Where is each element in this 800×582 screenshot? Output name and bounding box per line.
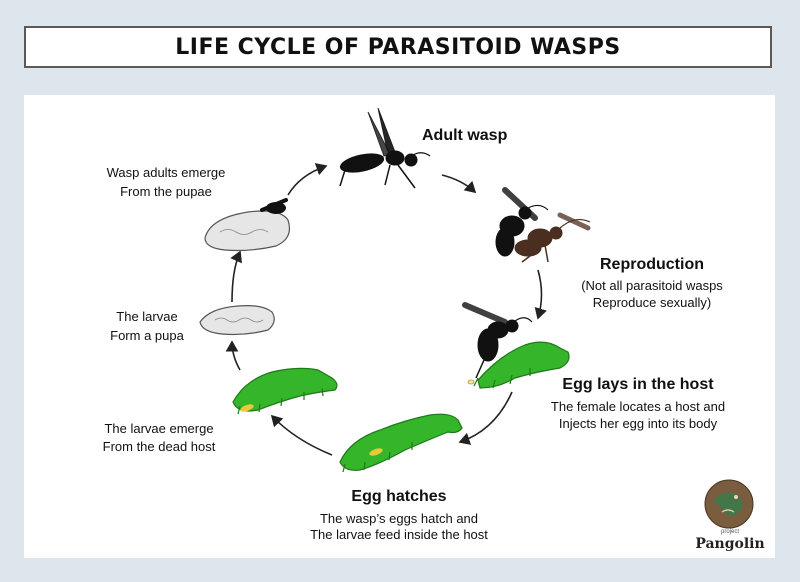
arrow-adult-to-reproduction (441, 174, 477, 194)
arrow-cocoon-to-adult (287, 163, 328, 196)
egg-lays-line-2: Injects her egg into its body (558, 416, 718, 431)
arrow-hatch-to-emerge (270, 414, 333, 456)
emerging-larva-icon (240, 404, 254, 412)
egg-lays-line-1: The female locates a host and (550, 399, 726, 414)
arrow-egg-lay-to-hatch (458, 391, 513, 445)
larva-egg-icon (369, 448, 383, 456)
cocoon-emerging-wasp-icon (204, 198, 291, 252)
adult-wasp-icon (339, 107, 431, 189)
mating-wasps-icon (495, 187, 591, 263)
arrow-pupa-to-cocoon (230, 250, 242, 303)
reproduction-line-2: Reproduce sexually) (592, 295, 712, 310)
reproduction-line-1: (Not all parasitoid wasps (581, 278, 723, 293)
emerging-caterpillar-icon (232, 367, 338, 415)
egg-hatches-line-1: The wasp’s eggs hatch and (319, 511, 479, 526)
title-box: LIFE CYCLE OF PARASITOID WASPS (24, 26, 772, 68)
pupa-line-1: The larvae (116, 309, 178, 324)
pupa-icon (199, 305, 275, 336)
larvae-emerge-line-2: From the dead host (102, 439, 216, 454)
arrow-reproduction-to-egg-lay (534, 269, 547, 320)
diagram-panel (24, 95, 775, 558)
page-title: LIFE CYCLE OF PARASITOID WASPS (175, 34, 621, 60)
larvae-emerge-line-1: The larvae emerge (104, 421, 214, 436)
host-caterpillar-icon-right (467, 341, 570, 389)
hatching-caterpillar-icon (339, 413, 463, 473)
pupa-line-2: Form a pupa (110, 328, 184, 343)
emerge-line-2: From the pupae (120, 184, 212, 199)
pangolin-logo-icon (704, 479, 754, 529)
adult-wasp-heading: Adult wasp (422, 127, 508, 144)
egg-laying-wasp-icon (462, 302, 533, 379)
reproduction-heading: Reproduction (600, 256, 704, 273)
brand-name: Pangolin (695, 536, 765, 552)
cycle-arrows (225, 163, 547, 456)
egg-hatches-line-2: The larvae feed inside the host (310, 527, 488, 542)
brand-tagline: project (720, 529, 739, 535)
egg-hatches-heading: Egg hatches (351, 488, 447, 505)
emerge-line-1: Wasp adults emerge (106, 165, 226, 180)
egg-lays-heading: Egg lays in the host (562, 376, 714, 393)
arrow-emerge-to-pupa (225, 340, 241, 371)
